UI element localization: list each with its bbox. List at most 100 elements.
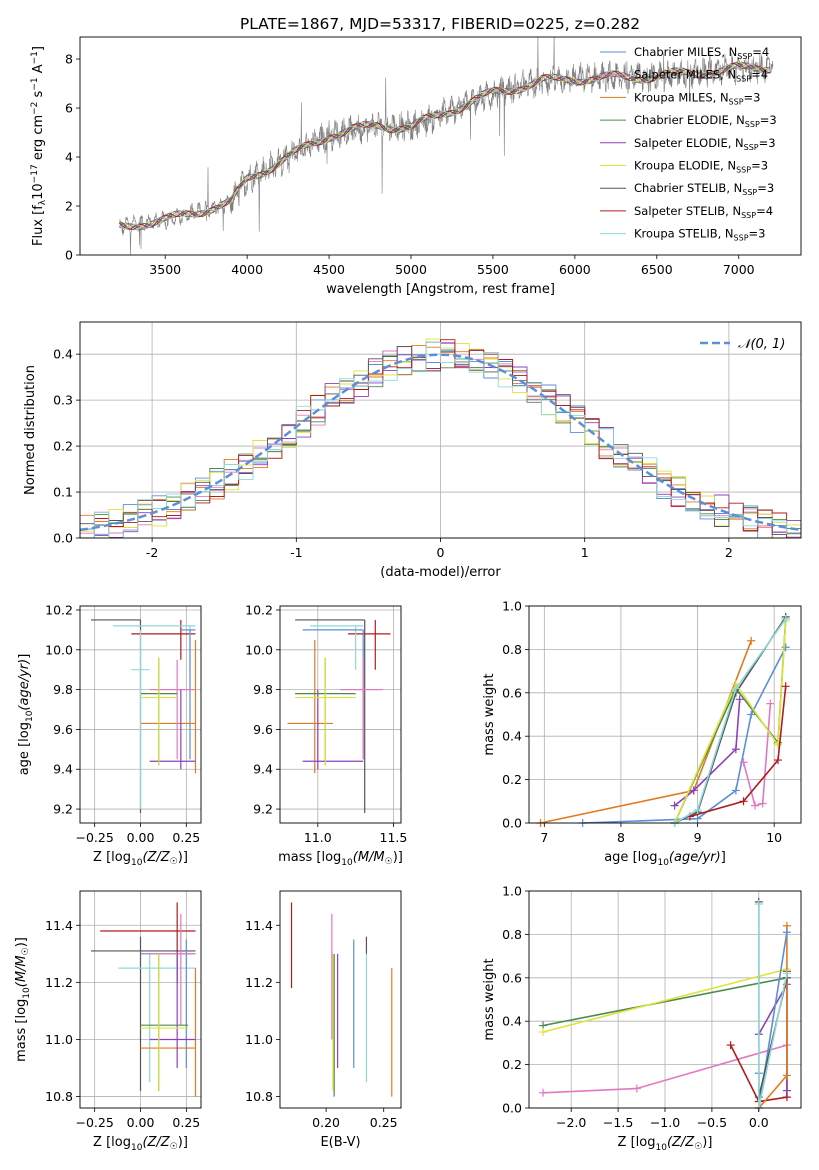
y-tick-label: 9.4 xyxy=(253,762,273,777)
series-chabrier_miles xyxy=(582,646,787,824)
point-salpeter_elodie xyxy=(782,1086,791,1095)
grid xyxy=(529,605,801,824)
axes: 3500 4000 4500 5000 5500 6000 6500 7000 0 2 4 6 8 wav… xyxy=(30,36,802,297)
point-salpeter_miles xyxy=(632,1084,641,1093)
panel-mass_weight_vs_age: 7 8 9 10 0.0 0.2 0.4 0.6 0.8 1.0 age [log10(age/yr… xyxy=(482,599,802,868)
x-tick-label: 2 xyxy=(725,545,733,560)
point-kroupa_stelib xyxy=(781,615,790,624)
y-tick-label: 9.2 xyxy=(53,802,73,817)
series-salpeter_stelib xyxy=(689,686,787,818)
hist-kroupa_stelib xyxy=(80,341,801,538)
point-salpeter_miles xyxy=(539,1088,548,1097)
legend-label-gaussian: 𝒩(0, 1) xyxy=(738,337,785,352)
y-tick-label: 0.1 xyxy=(53,485,73,500)
axes-frame xyxy=(279,605,402,824)
legend-label-kroupa_miles: Kroupa MILES, NSSP=3 xyxy=(634,90,760,106)
point-kroupa_elodie xyxy=(539,1028,548,1037)
series-salpeter_miles xyxy=(742,703,772,807)
legend: 𝒩(0, 1) xyxy=(700,337,785,352)
series-kroupa_elodie xyxy=(542,968,788,1033)
y-tick-label: 10.2 xyxy=(45,602,73,617)
x-tick-label: 0.20 xyxy=(312,1115,340,1130)
plot-area xyxy=(287,619,391,814)
x-axis-label: age [log10(age/yr)] xyxy=(604,850,726,868)
point-salpeter_stelib xyxy=(739,797,748,806)
y-tick-label: 0.6 xyxy=(502,970,522,985)
x-tick-label: 5000 xyxy=(395,262,427,277)
x-tick-label: 4000 xyxy=(231,262,263,277)
point-kroupa_stelib xyxy=(731,684,740,693)
x-tick-label: -2 xyxy=(146,545,158,560)
x-tick-label: −0.5 xyxy=(697,1115,727,1130)
model-chabrier_stelib xyxy=(119,62,771,231)
figure-title: PLATE=1867, MJD=53317, FIBERID=0225, z=0… xyxy=(240,15,640,33)
axes-frame xyxy=(79,605,202,824)
x-tick-label: 0.25 xyxy=(172,1115,200,1130)
series-chabrier_elodie xyxy=(542,977,788,1027)
x-tick-label: 10 xyxy=(766,830,782,845)
plot-area xyxy=(119,37,774,255)
axes: 11.0 11.5 9.2 9.4 9.6 9.8 10.0 10.2 mass [log10(… xyxy=(245,602,407,868)
legend-label-chabrier_stelib: Chabrier STELIB, NSSP=3 xyxy=(634,181,774,197)
axes: −0.25 0.00 0.25 9.2 9.4 9.6 9.8 10.0 10.2 Z [log1… xyxy=(17,602,202,868)
axes-frame xyxy=(528,890,802,1109)
y-tick-label: 0.0 xyxy=(53,531,73,546)
point-salpeter_stelib xyxy=(726,1041,735,1050)
point-kroupa_miles xyxy=(747,636,756,645)
x-tick-label: 6500 xyxy=(641,262,673,277)
x-tick-label: 7 xyxy=(540,830,548,845)
axes-frame xyxy=(279,890,402,1109)
panel-mass_weight_vs_Z: −2.0 −1.5 −1.0 −0.5 0.0 0.0 0.2 0.4 0.6 0.8 1.0 Z [… xyxy=(482,884,802,1153)
x-tick-label: 0.25 xyxy=(370,1115,398,1130)
x-tick-label: −2.0 xyxy=(556,1115,586,1130)
x-tick-label: −1.5 xyxy=(603,1115,633,1130)
panel-mass_vs_Z: −0.25 0.00 0.25 10.8 11.0 11.2 11.4 Z [log10(Z/… xyxy=(14,890,202,1153)
y-tick-label: 2 xyxy=(65,199,73,214)
x-tick-label: 0.00 xyxy=(127,830,155,845)
legend-label-kroupa_stelib: Kroupa STELIB, NSSP=3 xyxy=(634,227,765,243)
legend: Chabrier MILES, NSSP=4 Salpeter MILES, NS… xyxy=(600,45,777,243)
x-tick-label: 0 xyxy=(437,545,445,560)
axes-frame xyxy=(79,321,802,539)
x-tick-label: −0.25 xyxy=(76,1115,114,1130)
legend-label-chabrier_elodie: Chabrier ELODIE, NSSP=3 xyxy=(634,113,777,129)
y-tick-label: 11.2 xyxy=(45,975,73,990)
series-kroupa_miles xyxy=(540,640,752,824)
y-tick-label: 11.4 xyxy=(45,918,73,933)
x-axis-label: Z [log10(Z/Z☉)] xyxy=(93,850,188,868)
panel-age_vs_Z: −0.25 0.00 0.25 9.2 9.4 9.6 9.8 10.0 10.2 Z [log1… xyxy=(17,602,202,868)
x-axis-label: mass [log10(M/M☉)] xyxy=(278,850,403,868)
plot-area xyxy=(290,902,393,1097)
point-kroupa_stelib xyxy=(693,805,702,814)
point-chabrier_miles xyxy=(747,710,756,719)
y-tick-label: 11.2 xyxy=(245,975,273,990)
point-chabrier_miles xyxy=(781,643,790,652)
y-tick-label: 0.4 xyxy=(502,729,522,744)
plot-area xyxy=(536,612,790,827)
y-tick-label: 0.2 xyxy=(502,1057,522,1072)
point-salpeter_miles xyxy=(766,699,775,708)
point-chabrier_miles xyxy=(782,928,791,937)
y-tick-label: 0.2 xyxy=(502,772,522,787)
y-tick-label: 6 xyxy=(65,101,73,116)
series-kroupa_stelib xyxy=(674,618,787,824)
y-tick-label: 0.0 xyxy=(502,1101,522,1116)
y-axis-label: age [log10(age/yr)] xyxy=(17,654,35,776)
x-tick-label: 1 xyxy=(581,545,589,560)
y-tick-label: 0.8 xyxy=(502,642,522,657)
series-kroupa_elodie xyxy=(673,621,787,824)
x-tick-label: 0.0 xyxy=(749,1115,769,1130)
legend-label-salpeter_miles: Salpeter MILES, NSSP=4 xyxy=(634,68,768,84)
grid xyxy=(529,890,801,1109)
axes: 7 8 9 10 0.0 0.2 0.4 0.6 0.8 1.0 age [log10(age/yr… xyxy=(482,599,802,868)
axes-frame xyxy=(79,36,802,256)
y-tick-label: 9.8 xyxy=(53,682,73,697)
point-kroupa_stelib xyxy=(782,969,791,978)
y-tick-label: 9.8 xyxy=(253,682,273,697)
series-chabrier_stelib xyxy=(758,901,788,1098)
y-axis-label: Normed distribution xyxy=(23,365,38,495)
panel-mass_vs_ebv: 0.20 0.25 10.8 11.0 11.2 11.4 E(B-V) xyxy=(245,890,402,1150)
point-salpeter_miles xyxy=(739,758,748,767)
y-tick-label: 4 xyxy=(65,150,73,165)
